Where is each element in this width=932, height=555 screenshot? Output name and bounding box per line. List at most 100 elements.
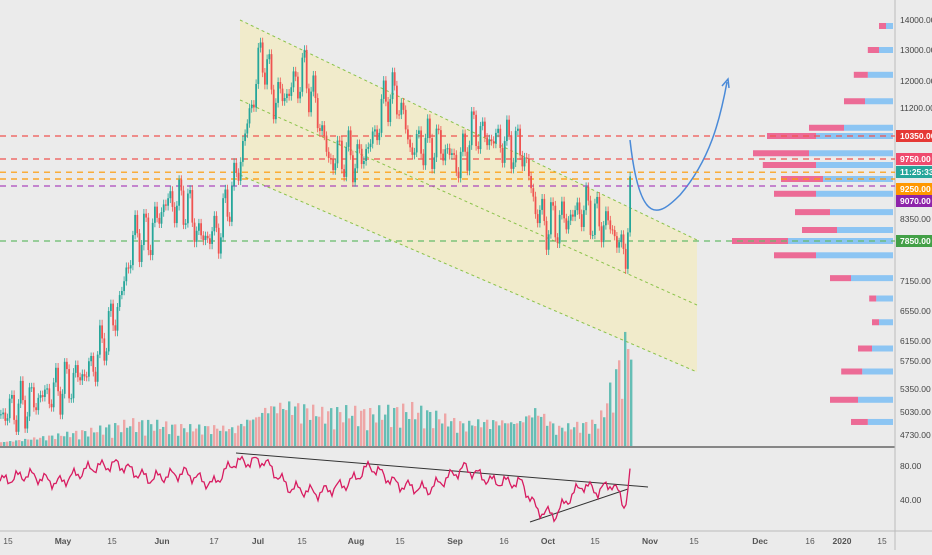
candle-body: [26, 416, 29, 429]
time-axis-label: 2020: [833, 536, 852, 546]
volume-bar: [453, 417, 456, 446]
projection-arrow-icon: [721, 77, 730, 89]
volume-bar: [426, 410, 429, 446]
candle-body: [116, 306, 119, 331]
candle-body: [556, 237, 559, 243]
volume-bar: [228, 428, 231, 446]
volume-bar: [390, 427, 393, 446]
volume-profile-bar-sell: [879, 23, 886, 29]
candle-body: [136, 214, 139, 234]
candle-body: [294, 71, 297, 77]
candle-body: [380, 98, 383, 133]
volume-bar: [420, 405, 423, 446]
candle-body: [13, 394, 15, 420]
volume-bar: [366, 430, 369, 446]
price-axis-label: 12000.00: [900, 76, 932, 86]
time-axis-label: Nov: [642, 536, 658, 546]
volume-bar: [24, 438, 27, 446]
candle-body: [477, 146, 480, 150]
volume-profile-bar-sell: [774, 190, 816, 197]
candle-body: [70, 398, 73, 400]
time-axis-label: May: [55, 536, 72, 546]
candle-body: [519, 128, 521, 156]
volume-bar: [405, 412, 408, 446]
volume-bar: [9, 441, 12, 446]
candle-body: [501, 147, 504, 163]
rsi-support-line: [529, 488, 629, 523]
volume-profile-bar-sell: [762, 162, 816, 168]
candle-body: [200, 223, 202, 236]
volume-bar: [534, 408, 537, 446]
volume-bar: [174, 424, 177, 446]
volume-profile-bar-sell: [809, 124, 844, 131]
candle-body: [616, 236, 618, 248]
volume-bar: [36, 439, 39, 446]
candle-body: [591, 234, 594, 236]
price-badge: [896, 195, 932, 207]
volume-bar: [150, 424, 153, 446]
projection-curve: [629, 81, 728, 211]
candle-body: [189, 190, 191, 194]
candle-body: [94, 371, 97, 382]
candle-body: [323, 125, 326, 136]
candle-body: [44, 389, 46, 397]
volume-bar: [576, 421, 579, 446]
candle-body: [492, 140, 495, 144]
candle-body: [46, 388, 48, 390]
candle-body: [231, 185, 233, 222]
candle-body: [303, 49, 306, 58]
candle-body: [147, 217, 150, 251]
candle-body: [358, 144, 361, 149]
candle-body: [345, 146, 348, 177]
candle-body: [156, 206, 158, 218]
volume-bar: [171, 424, 174, 446]
candle-body: [613, 230, 616, 237]
volume-bar: [435, 410, 438, 446]
candle-body: [281, 88, 284, 102]
volume-bar: [138, 421, 141, 446]
channel-fill: [240, 20, 697, 372]
rsi-axis-label: 80.00: [900, 461, 922, 471]
price-axis-label: 8350.00: [900, 214, 931, 224]
candle-body: [134, 214, 136, 236]
volume-bar: [291, 414, 294, 446]
volume-bar: [30, 439, 33, 446]
time-axis-label: Jun: [154, 536, 169, 546]
price-badge: [896, 235, 932, 247]
volume-profile-bar-sell: [830, 396, 858, 403]
candle-body: [68, 369, 70, 399]
rsi-resistance-line: [235, 452, 649, 488]
volume-bar: [495, 421, 498, 446]
candle-body: [576, 202, 579, 211]
candle-body: [193, 222, 196, 242]
candle-body: [308, 88, 310, 113]
volume-bar: [378, 405, 381, 446]
volume-bar: [372, 414, 375, 446]
candle-body: [301, 57, 304, 92]
candle-body: [79, 377, 81, 381]
candle-body: [272, 89, 275, 120]
price-badge-label: 11:25:33: [900, 167, 932, 177]
candle-body: [305, 49, 308, 89]
volume-bar: [546, 425, 549, 446]
volume-bar: [72, 433, 75, 446]
candle-body: [41, 395, 44, 397]
volume-profile-bar-buy: [816, 252, 893, 259]
candle-body: [585, 186, 587, 211]
volume-bar: [306, 408, 309, 446]
volume-bar: [261, 412, 264, 446]
volume-bar: [126, 427, 129, 446]
candle-body: [290, 87, 293, 96]
price-badge-label: 9250.00: [900, 184, 931, 194]
volume-bar: [27, 439, 30, 446]
volume-bar: [327, 411, 330, 446]
price-axis-label: 13000.00: [900, 45, 932, 55]
volume-bar: [273, 406, 276, 446]
candle-body: [622, 234, 625, 249]
candle-body: [594, 203, 596, 235]
volume-bar: [507, 423, 510, 446]
candle-body: [114, 325, 117, 331]
